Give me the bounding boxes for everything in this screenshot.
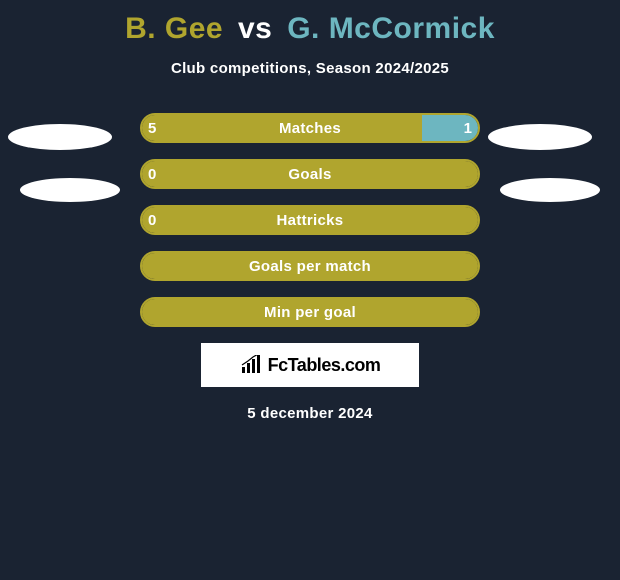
decorative-ellipse	[500, 178, 600, 202]
stat-row: Hattricks0	[0, 205, 620, 235]
player1-name: B. Gee	[125, 12, 223, 45]
decorative-ellipse	[20, 178, 120, 202]
logo-inner: FcTables.com	[240, 355, 381, 376]
value-left: 0	[148, 159, 156, 189]
stat-row: Goals per match	[0, 251, 620, 281]
date-text: 5 december 2024	[0, 405, 620, 422]
decorative-ellipse	[8, 124, 112, 150]
bar-fill-left	[142, 161, 478, 187]
bar-track: Goals	[140, 159, 480, 189]
bar-fill-left	[142, 207, 478, 233]
bar-fill-left	[142, 115, 422, 141]
bar-track: Hattricks	[140, 205, 480, 235]
infographic-container: B. Gee vs G. McCormick Club competitions…	[0, 0, 620, 580]
logo-chart-icon	[240, 355, 264, 375]
bar-fill-left	[142, 253, 478, 279]
bar-track: Min per goal	[140, 297, 480, 327]
title: B. Gee vs G. McCormick	[0, 0, 620, 46]
decorative-ellipse	[488, 124, 592, 150]
value-left: 5	[148, 113, 156, 143]
logo-box: FcTables.com	[201, 343, 419, 387]
value-left: 0	[148, 205, 156, 235]
bar-track: Matches	[140, 113, 480, 143]
player2-name: G. McCormick	[287, 12, 495, 45]
subtitle: Club competitions, Season 2024/2025	[0, 60, 620, 77]
stat-row: Min per goal	[0, 297, 620, 327]
logo-text: FcTables.com	[268, 355, 381, 376]
bar-track: Goals per match	[140, 251, 480, 281]
bar-fill-left	[142, 299, 478, 325]
vs-text: vs	[238, 12, 272, 45]
value-right: 1	[464, 113, 472, 143]
